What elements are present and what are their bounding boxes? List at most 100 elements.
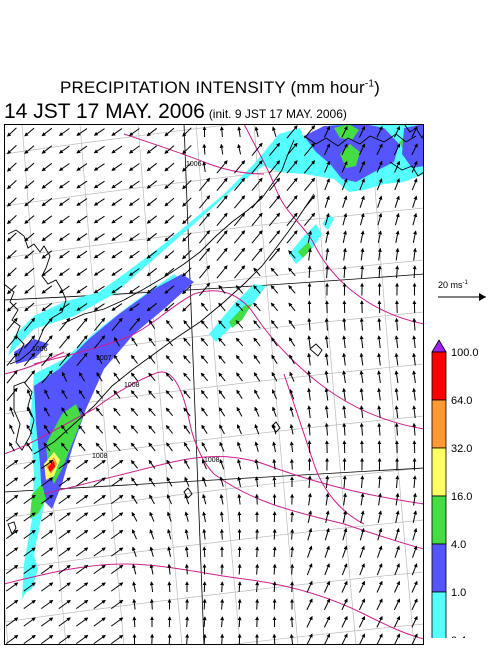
wind-vector (131, 477, 138, 487)
coastline-korea-west (4, 283, 25, 357)
wind-vector (306, 563, 313, 576)
wind-vector (24, 335, 36, 349)
wind-vector (184, 528, 189, 540)
wind-vector (341, 125, 348, 138)
wind-vector (237, 476, 242, 487)
wind-vector (251, 177, 263, 192)
wind-vector (394, 178, 400, 191)
wind-vector (323, 615, 331, 628)
parallel (4, 467, 424, 519)
parallel (4, 124, 239, 155)
wind-vector (218, 389, 226, 399)
wind-vector (377, 230, 383, 243)
wind-vector (24, 162, 35, 172)
wind-vector (111, 198, 123, 206)
wind-vector (253, 302, 261, 312)
wind-vector (234, 177, 246, 192)
wind-vector (76, 198, 88, 206)
wind-vector (341, 160, 348, 173)
wind-vector (93, 163, 105, 171)
wind-vector (96, 389, 103, 399)
wind-vector (342, 230, 348, 243)
wind-vector (199, 212, 211, 227)
wind-vector (9, 442, 15, 452)
wind-vector (7, 232, 17, 242)
wind-vector (377, 317, 382, 331)
wind-vector (184, 563, 189, 575)
wind-vector (220, 581, 225, 593)
wind-vector (58, 599, 71, 610)
wind-vector (41, 582, 54, 592)
wind-vector (325, 247, 330, 261)
wind-vector (412, 370, 417, 383)
wind-vector (342, 212, 348, 226)
wind-vector (41, 512, 54, 522)
wind-vector (324, 335, 329, 349)
coastline-korea (7, 229, 67, 365)
wind-vector (58, 634, 71, 645)
isobar-label-4: 1008 (124, 382, 140, 389)
wind-vector (219, 424, 225, 435)
wind-vector (111, 268, 123, 276)
legend-level-label: 64.0 (451, 395, 472, 407)
isobar-labels: 1006 1006 1007 1008 1008 1008 (32, 161, 220, 464)
wind-vector (359, 387, 364, 401)
wind-vector (395, 492, 400, 506)
wind-vector (132, 616, 137, 628)
legend-over-triangle (431, 339, 447, 353)
map-subtitle: 14 JST 17 MAY. 2006 (init. 9 JST 17 MAY. … (4, 100, 347, 124)
wind-vector (148, 372, 156, 382)
isobar-label-1: 1006 (186, 161, 202, 168)
wind-vector (325, 510, 330, 524)
wind-vector (377, 545, 383, 558)
wind-vector (93, 233, 105, 241)
wind-vector (128, 303, 140, 311)
wind-vector (58, 529, 71, 540)
wind-vector (24, 250, 35, 259)
wind-vector (288, 337, 296, 347)
wind-vector (306, 598, 313, 611)
legend-color-box (431, 543, 447, 593)
wind-vector (235, 285, 244, 294)
wind-vector (7, 180, 17, 190)
wind-vector (219, 528, 224, 540)
wind-vector (58, 285, 70, 294)
wind-vector (164, 232, 175, 242)
wind-vector (359, 335, 364, 349)
wind-vector (41, 564, 54, 575)
wind-vector (412, 405, 417, 419)
wind-vector (41, 267, 53, 277)
wind-vector (24, 232, 35, 242)
wind-vector (288, 267, 296, 277)
legend-color-box (431, 399, 447, 449)
wind-vector (6, 352, 18, 367)
wind-vector (307, 335, 312, 349)
wind-vector (269, 177, 281, 192)
wind-vector (253, 267, 261, 277)
wind-vector (342, 527, 348, 541)
legend-level-label: 32.0 (451, 443, 472, 455)
wind-vector (41, 317, 53, 332)
wind-vector (132, 546, 137, 557)
wind-vector (220, 633, 225, 645)
wind-vector (200, 389, 208, 399)
wind-vector (254, 493, 259, 505)
wind-vector (58, 198, 70, 206)
wind-vector (93, 180, 105, 189)
wind-vector (412, 335, 417, 349)
wind-vector (93, 582, 106, 592)
wind-vector (395, 247, 400, 261)
legend-level-label: 16.0 (451, 491, 472, 503)
wind-vector (113, 442, 121, 452)
wind-vector (183, 355, 191, 364)
wind-vector (325, 492, 330, 506)
wind-vector (218, 320, 226, 329)
wind-vector (324, 317, 329, 331)
wind-vector (202, 616, 207, 628)
wind-vector (76, 599, 89, 610)
wind-vector (58, 128, 70, 136)
wind-vector (394, 195, 400, 208)
wind-vector (44, 389, 50, 400)
wind-vector (6, 582, 19, 592)
wind-vector (412, 317, 417, 331)
